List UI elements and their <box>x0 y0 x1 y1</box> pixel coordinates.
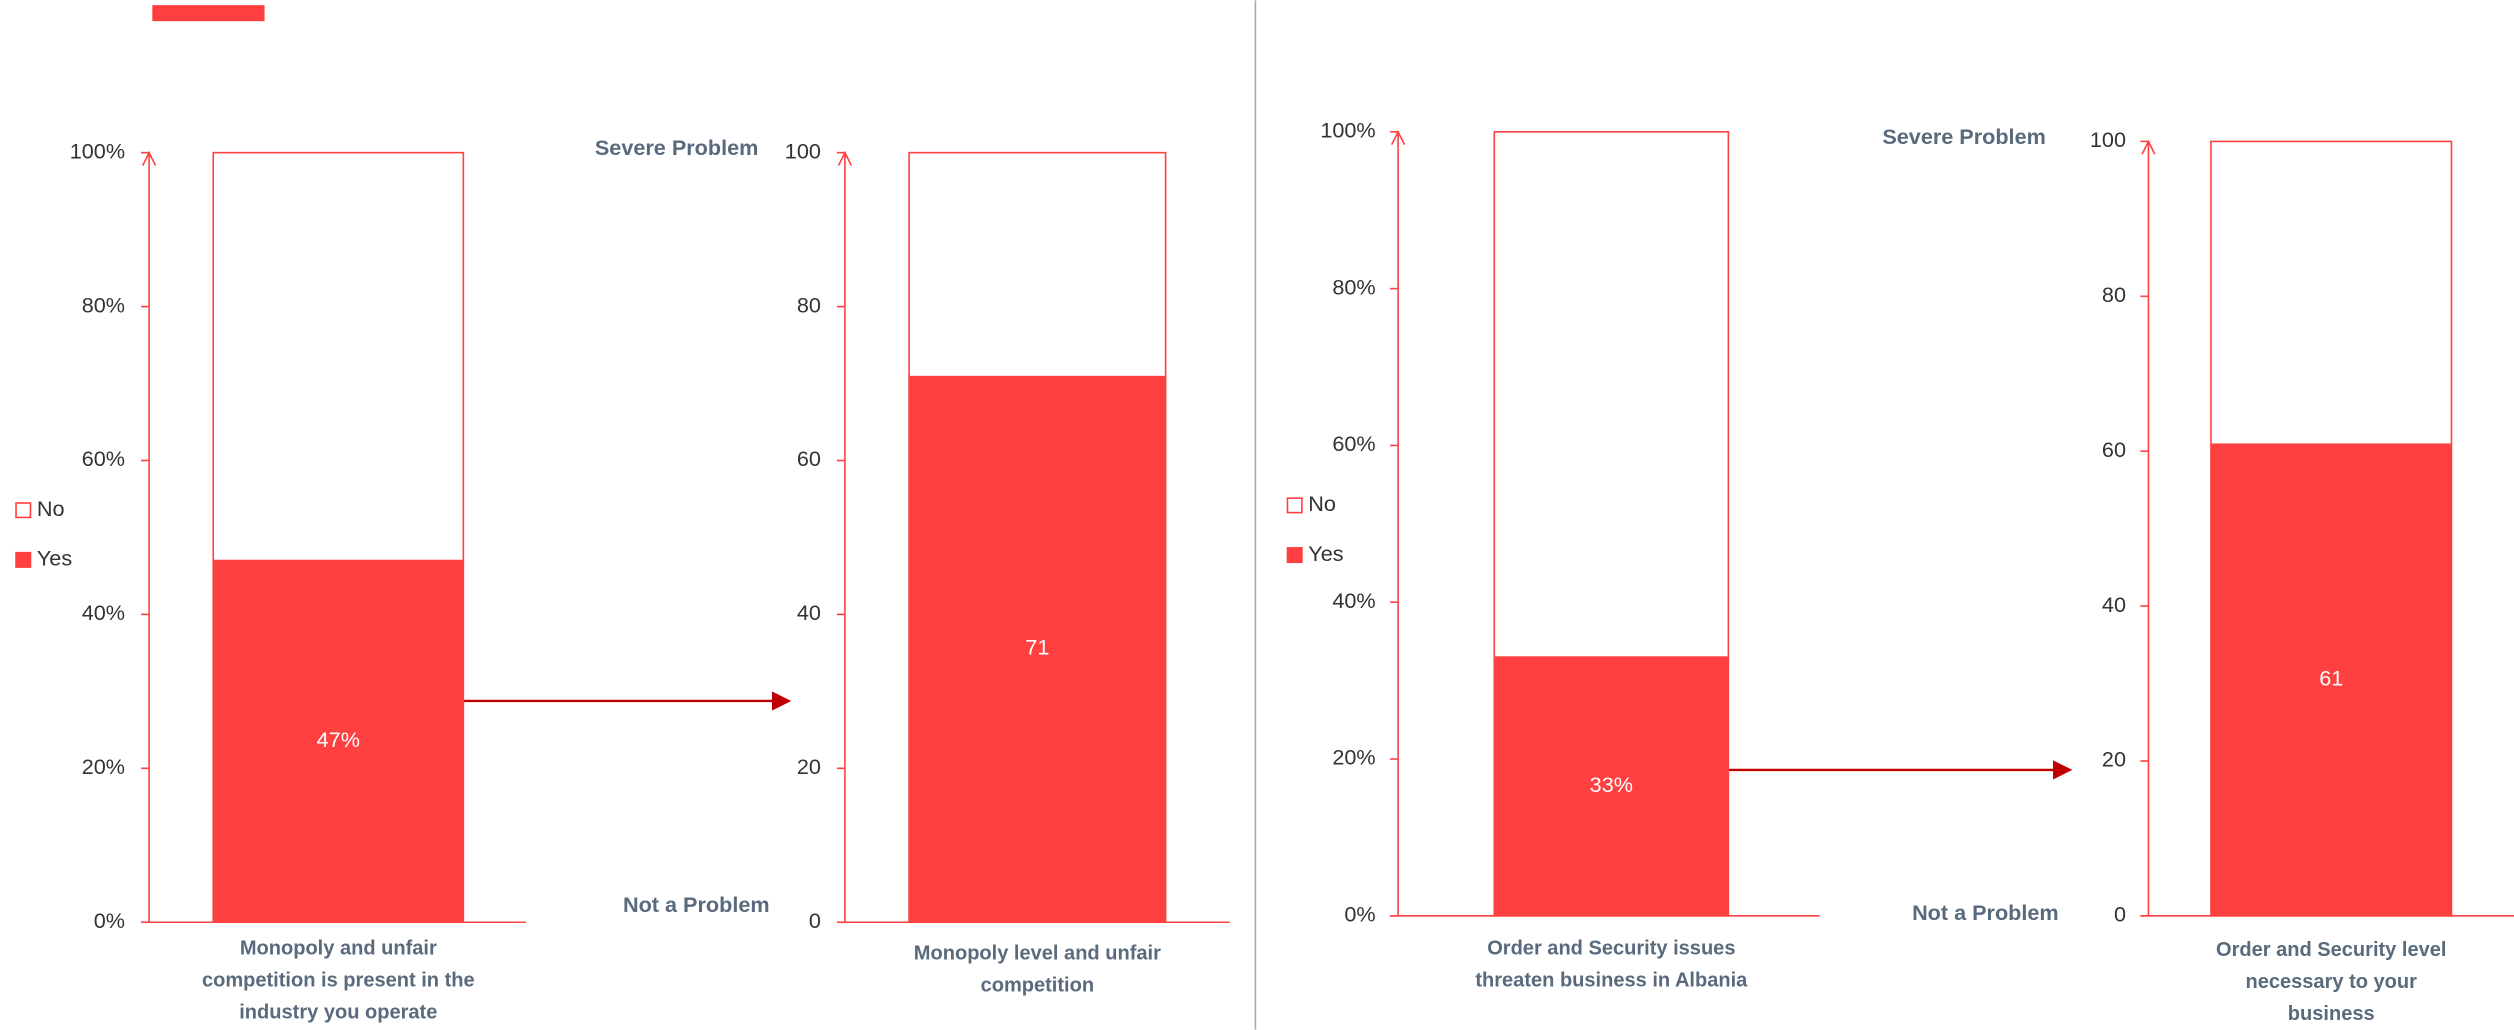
value-label: 61 <box>2319 665 2343 690</box>
y-tick-label: 100% <box>1320 118 1375 143</box>
category-label: Order and Security level necessary to you… <box>2216 939 2446 1025</box>
y-tick-label: 60% <box>82 446 125 471</box>
legend-label: Yes <box>37 546 72 571</box>
y-tick-label: 0% <box>94 908 125 933</box>
bar <box>909 375 1166 923</box>
y-tick-label: 80% <box>82 292 125 317</box>
bar-segment <box>212 151 465 562</box>
y-tick-label: 0 <box>809 908 821 933</box>
y-tick-label: 40% <box>82 600 125 625</box>
y-tick-label: 80 <box>797 292 821 317</box>
y-tick-label: 20 <box>2102 747 2126 772</box>
value-label: 47% <box>317 727 360 752</box>
legend-label: No <box>1308 491 1336 516</box>
y-tick-label: 60% <box>1332 431 1375 456</box>
y-tick-label: 0 <box>2114 902 2126 927</box>
y-tick-label: 60 <box>2102 437 2126 462</box>
annotation: Not a Problem <box>623 892 770 917</box>
y-tick-label: 100% <box>70 138 125 163</box>
bar-segment <box>1493 131 1730 658</box>
legend-swatch <box>15 502 32 519</box>
category-label: Order and Security issues threaten busine… <box>1475 938 1748 992</box>
y-tick-label: 20% <box>1332 745 1375 770</box>
annotation: Severe Problem <box>1882 124 2045 149</box>
bar-segment <box>212 559 465 924</box>
legend-swatch <box>15 551 32 568</box>
category-label: Monopoly level and unfair competition <box>914 943 1161 997</box>
legend-swatch <box>1286 497 1303 514</box>
annotation: Severe Problem <box>595 135 758 160</box>
y-tick-label: 20% <box>82 754 125 779</box>
y-tick-label: 80% <box>1332 274 1375 299</box>
value-label: 33% <box>1590 772 1633 797</box>
category-label: Monopoly and unfair competition is presen… <box>202 938 475 1024</box>
legend-swatch <box>1286 547 1303 564</box>
legend-label: No <box>37 496 65 521</box>
y-tick-label: 40 <box>2102 592 2126 617</box>
y-tick-label: 20 <box>797 754 821 779</box>
bar-segment <box>1493 656 1730 917</box>
y-tick-label: 40 <box>797 600 821 625</box>
value-label: 71 <box>1025 635 1049 660</box>
y-tick-label: 0% <box>1344 902 1375 927</box>
legend-label: Yes <box>1308 541 1343 566</box>
header-mark <box>152 5 265 22</box>
y-tick-label: 60 <box>797 446 821 471</box>
y-tick-label: 100 <box>2090 127 2126 152</box>
y-tick-label: 100 <box>785 138 821 163</box>
bar <box>2210 443 2452 916</box>
y-tick-label: 40% <box>1332 588 1375 613</box>
annotation: Not a Problem <box>1912 900 2059 925</box>
y-tick-label: 80 <box>2102 282 2126 307</box>
